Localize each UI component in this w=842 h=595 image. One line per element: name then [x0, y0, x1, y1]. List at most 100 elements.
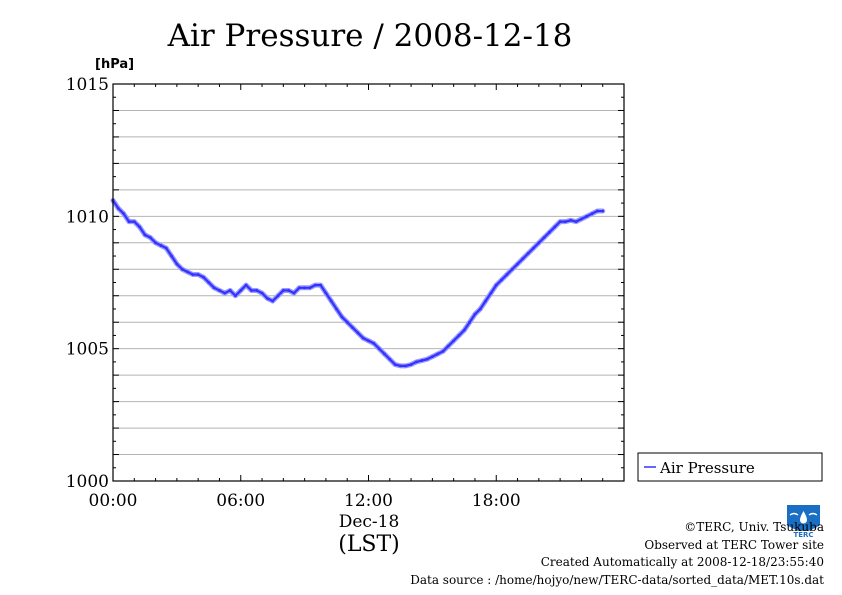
data-point — [383, 352, 386, 356]
x-tick-label: 18:00 — [472, 491, 521, 511]
data-point — [569, 218, 573, 222]
data-point — [601, 209, 605, 213]
data-point — [207, 281, 211, 284]
data-point — [505, 273, 509, 276]
data-point — [404, 364, 408, 368]
data-point — [436, 352, 440, 356]
data-point — [367, 339, 370, 343]
data-point — [548, 230, 551, 234]
data-point — [196, 273, 200, 276]
data-point — [388, 357, 392, 361]
data-point — [372, 341, 376, 345]
chart-title: Air Pressure / 2008-12-18 — [167, 18, 573, 54]
data-point — [340, 315, 344, 319]
data-point — [377, 347, 381, 351]
data-point — [457, 334, 461, 337]
data-point — [441, 349, 445, 353]
data-point — [218, 289, 221, 292]
data-point — [526, 251, 530, 255]
x-tick-labels: 00:00 06:00 12:00 18:00 — [89, 491, 521, 511]
data-point — [473, 312, 477, 316]
data-point — [580, 217, 583, 221]
terc-logo: TERC — [785, 503, 822, 539]
footer-created: Created Automatically at 2008-12-18/23:5… — [540, 555, 824, 570]
x-axis-timezone-label: (LST) — [338, 532, 400, 557]
data-point — [558, 220, 562, 224]
data-point — [484, 299, 487, 303]
data-point — [356, 331, 360, 335]
data-point — [425, 357, 429, 361]
data-point — [313, 283, 317, 287]
data-point — [595, 209, 599, 213]
data-point — [308, 286, 312, 290]
data-point — [500, 278, 503, 282]
data-point — [212, 286, 216, 290]
data-point — [148, 236, 152, 239]
data-point — [494, 283, 498, 287]
data-point — [281, 289, 285, 292]
data-point — [271, 299, 275, 303]
data-point — [250, 289, 253, 292]
data-point — [329, 299, 333, 303]
data-point — [516, 262, 519, 266]
data-point — [132, 220, 136, 224]
data-point — [180, 267, 184, 271]
data-point — [574, 220, 578, 224]
data-point — [542, 236, 546, 239]
data-point — [361, 336, 365, 340]
data-point — [532, 246, 535, 250]
data-point — [335, 307, 338, 311]
data-point — [430, 355, 434, 359]
data-point — [191, 273, 195, 276]
data-point — [234, 294, 237, 298]
svg-text:TERC: TERC — [793, 531, 813, 539]
x-tick-label: 00:00 — [89, 491, 138, 511]
series-layer — [110, 197, 606, 369]
data-point — [462, 328, 466, 332]
y-tick-label: 1010 — [66, 207, 109, 227]
data-point — [138, 225, 142, 229]
data-point — [186, 270, 189, 274]
data-point — [228, 289, 232, 292]
data-point — [164, 246, 168, 250]
data-point — [324, 291, 328, 295]
legend-box — [637, 452, 823, 482]
y-tick-label: 1015 — [66, 75, 109, 95]
data-point — [287, 289, 291, 292]
data-point — [564, 220, 567, 224]
data-point — [170, 254, 173, 258]
data-point — [399, 364, 402, 368]
data-point — [265, 296, 269, 300]
x-tick-label: 06:00 — [216, 491, 265, 511]
data-point — [260, 291, 264, 295]
data-point — [489, 291, 493, 295]
data-point — [143, 233, 147, 237]
series-line — [111, 199, 604, 367]
data-point — [202, 275, 205, 279]
data-point — [127, 220, 131, 224]
data-point — [521, 257, 525, 261]
footer-credits: ©TERC, Univ. Tsukuba Observed at TERC To… — [410, 519, 824, 589]
y-tick-labels: 1000 1005 1010 1015 — [66, 75, 109, 492]
data-point — [319, 283, 322, 287]
data-point — [585, 214, 589, 218]
data-point — [537, 241, 541, 245]
data-point — [478, 307, 482, 311]
data-point — [446, 344, 450, 348]
y-tick-label: 1000 — [66, 472, 109, 492]
grid-lines — [113, 109, 624, 456]
data-point — [510, 267, 514, 271]
data-point — [409, 363, 413, 366]
footer-observed: Observed at TERC Tower site — [644, 537, 824, 552]
data-point — [122, 212, 126, 216]
data-point — [255, 289, 259, 292]
data-point — [303, 286, 307, 290]
data-point — [393, 363, 397, 366]
footer-source: Data source : /home/hojyo/new/TERC-data/… — [410, 572, 824, 587]
y-tick-label: 1005 — [66, 340, 109, 360]
series-line-halo — [110, 197, 606, 369]
data-point — [116, 206, 120, 210]
y-axis-unit: [hPa] — [95, 57, 134, 72]
x-axis-date-label: Dec-18 — [339, 512, 400, 532]
